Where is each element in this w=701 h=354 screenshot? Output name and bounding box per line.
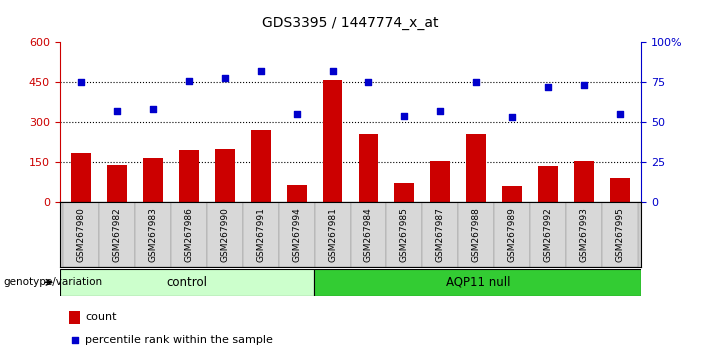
- Text: GSM267993: GSM267993: [580, 207, 588, 262]
- Text: GSM267982: GSM267982: [113, 207, 121, 262]
- Bar: [314, 269, 641, 296]
- Text: percentile rank within the sample: percentile rank within the sample: [85, 335, 273, 346]
- Bar: [610, 178, 629, 202]
- Bar: [60, 269, 314, 296]
- Bar: [215, 149, 235, 202]
- Bar: [69, 311, 80, 324]
- Bar: [350, 202, 386, 267]
- Point: [147, 107, 158, 112]
- Bar: [566, 202, 602, 267]
- Point: [507, 115, 518, 120]
- Bar: [602, 202, 638, 267]
- Text: GSM267994: GSM267994: [292, 207, 301, 262]
- Text: GSM267995: GSM267995: [615, 207, 625, 262]
- Point: [399, 113, 410, 119]
- Bar: [171, 202, 207, 267]
- Bar: [574, 161, 594, 202]
- Point: [255, 68, 266, 74]
- Text: control: control: [166, 276, 207, 289]
- Point: [219, 75, 231, 80]
- Bar: [538, 166, 558, 202]
- Bar: [72, 153, 91, 202]
- Bar: [179, 150, 199, 202]
- Bar: [315, 202, 350, 267]
- Text: count: count: [85, 312, 116, 322]
- Bar: [107, 165, 127, 202]
- Bar: [359, 134, 379, 202]
- Bar: [279, 202, 315, 267]
- Bar: [395, 183, 414, 202]
- Bar: [422, 202, 458, 267]
- Text: GSM267989: GSM267989: [508, 207, 517, 262]
- Point: [183, 78, 194, 84]
- Text: GSM267984: GSM267984: [364, 207, 373, 262]
- Bar: [430, 161, 450, 202]
- Point: [111, 108, 123, 114]
- Bar: [322, 80, 342, 202]
- Point: [363, 80, 374, 85]
- Bar: [135, 202, 171, 267]
- Bar: [458, 202, 494, 267]
- Text: GSM267985: GSM267985: [400, 207, 409, 262]
- Text: GSM267992: GSM267992: [543, 207, 552, 262]
- Point: [543, 84, 554, 90]
- Text: GSM267981: GSM267981: [328, 207, 337, 262]
- Text: genotype/variation: genotype/variation: [4, 277, 102, 287]
- Text: GSM267987: GSM267987: [436, 207, 445, 262]
- Bar: [502, 186, 522, 202]
- Text: GSM267991: GSM267991: [256, 207, 265, 262]
- Point: [614, 111, 625, 117]
- Point: [578, 82, 590, 88]
- Text: GDS3395 / 1447774_x_at: GDS3395 / 1447774_x_at: [262, 16, 439, 30]
- Text: GSM267990: GSM267990: [220, 207, 229, 262]
- Point: [291, 111, 302, 117]
- Text: AQP11 null: AQP11 null: [446, 276, 510, 289]
- Bar: [143, 158, 163, 202]
- Bar: [251, 130, 271, 202]
- Point: [470, 80, 482, 85]
- Text: GSM267986: GSM267986: [184, 207, 193, 262]
- Point: [435, 108, 446, 114]
- Bar: [99, 202, 135, 267]
- Bar: [466, 134, 486, 202]
- Text: GSM267980: GSM267980: [76, 207, 86, 262]
- Text: GSM267988: GSM267988: [472, 207, 481, 262]
- Bar: [530, 202, 566, 267]
- Text: GSM267983: GSM267983: [149, 207, 158, 262]
- Bar: [207, 202, 243, 267]
- Bar: [386, 202, 422, 267]
- Bar: [63, 202, 99, 267]
- Point: [76, 80, 87, 85]
- Bar: [243, 202, 279, 267]
- Bar: [494, 202, 530, 267]
- Bar: [287, 184, 306, 202]
- Point: [327, 68, 338, 74]
- Point: [69, 337, 80, 343]
